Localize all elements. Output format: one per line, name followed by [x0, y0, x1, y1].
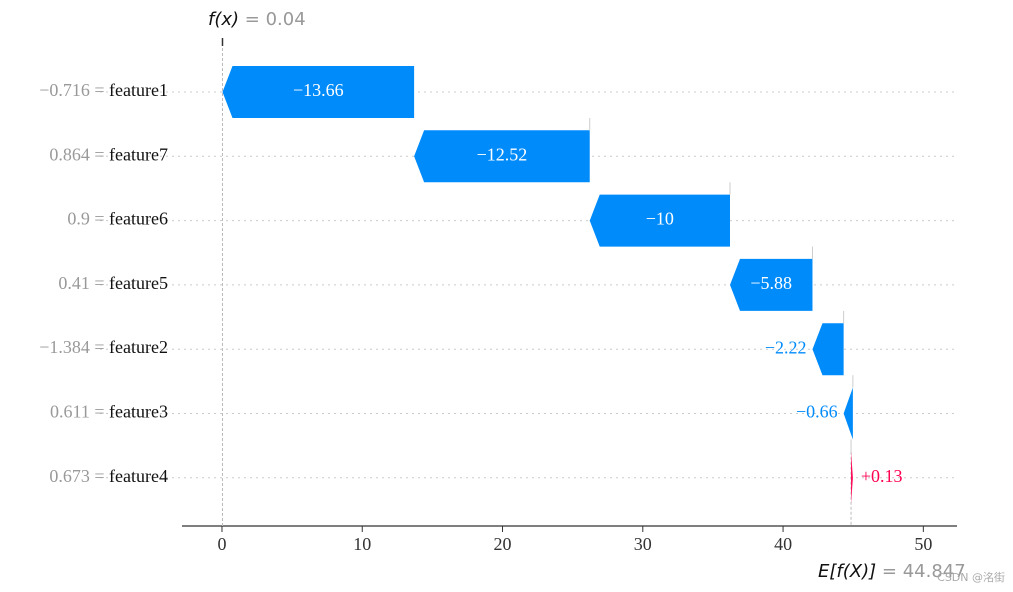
feature-value: 0.9: [67, 209, 90, 229]
x-tick-label: 10: [353, 534, 371, 554]
fx-annotation: f(x) = 0.04: [208, 9, 306, 30]
row-label: −0.716 = feature1: [39, 80, 168, 100]
value-label: −0.66: [796, 402, 838, 422]
row-label: 0.611 = feature3: [50, 402, 168, 422]
separator: =: [94, 466, 104, 486]
x-tick-label: 20: [494, 534, 512, 554]
value-label: −10: [646, 209, 674, 229]
x-tick-label: 0: [217, 534, 226, 554]
x-tick-label: 40: [774, 534, 792, 554]
value-label: −13.66: [293, 80, 344, 100]
value-label: +0.13: [861, 466, 903, 486]
feature-value: −1.384: [39, 337, 90, 357]
separator: =: [94, 80, 104, 100]
feature-value: −0.716: [39, 80, 90, 100]
ex-label: E[f(X)]: [818, 561, 876, 582]
ex-annotation: E[f(X)] = 44.847: [818, 561, 966, 582]
fx-separator: =: [245, 9, 260, 30]
separator: =: [94, 402, 104, 422]
watermark: CSDN @洺街: [937, 570, 1005, 584]
row-label: 0.9 = feature6: [67, 209, 168, 229]
feature-name: feature5: [109, 273, 168, 293]
row-label: 0.673 = feature4: [49, 466, 168, 486]
value-label: −5.88: [750, 273, 792, 293]
bar: [589, 194, 730, 247]
row-label: 0.864 = feature7: [49, 144, 168, 164]
value-label: −12.52: [477, 144, 528, 164]
ex-value: 44.847: [903, 561, 966, 582]
feature-name: feature1: [109, 80, 168, 100]
row-label: −1.384 = feature2: [39, 337, 168, 357]
separator: =: [94, 209, 104, 229]
x-tick-label: 30: [634, 534, 652, 554]
bar: [222, 66, 415, 118]
x-tick-label: 50: [914, 534, 932, 554]
bar: [414, 130, 590, 183]
fx-label: f(x): [208, 9, 239, 30]
bar: [843, 387, 853, 440]
bar: [729, 258, 813, 311]
feature-name: feature3: [109, 402, 168, 422]
bar: [851, 451, 853, 504]
feature-value: 0.864: [49, 144, 90, 164]
feature-value: 0.611: [50, 402, 90, 422]
value-label: −2.22: [765, 337, 807, 357]
feature-name: feature7: [109, 144, 168, 164]
separator: =: [94, 144, 104, 164]
feature-value: 0.41: [58, 273, 90, 293]
bar: [812, 323, 844, 376]
ex-separator: =: [882, 561, 897, 582]
fx-value: 0.04: [266, 9, 306, 30]
feature-name: feature2: [109, 337, 168, 357]
feature-name: feature6: [109, 209, 168, 229]
feature-name: feature4: [109, 466, 168, 486]
separator: =: [94, 337, 104, 357]
feature-value: 0.673: [49, 466, 90, 486]
separator: =: [94, 273, 104, 293]
row-label: 0.41 = feature5: [58, 273, 168, 293]
